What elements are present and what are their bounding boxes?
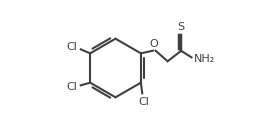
Text: NH₂: NH₂ <box>194 54 215 64</box>
Text: Cl: Cl <box>139 97 150 107</box>
Text: O: O <box>150 39 158 49</box>
Text: S: S <box>177 22 184 32</box>
Text: Cl: Cl <box>67 42 78 52</box>
Text: Cl: Cl <box>67 82 78 92</box>
